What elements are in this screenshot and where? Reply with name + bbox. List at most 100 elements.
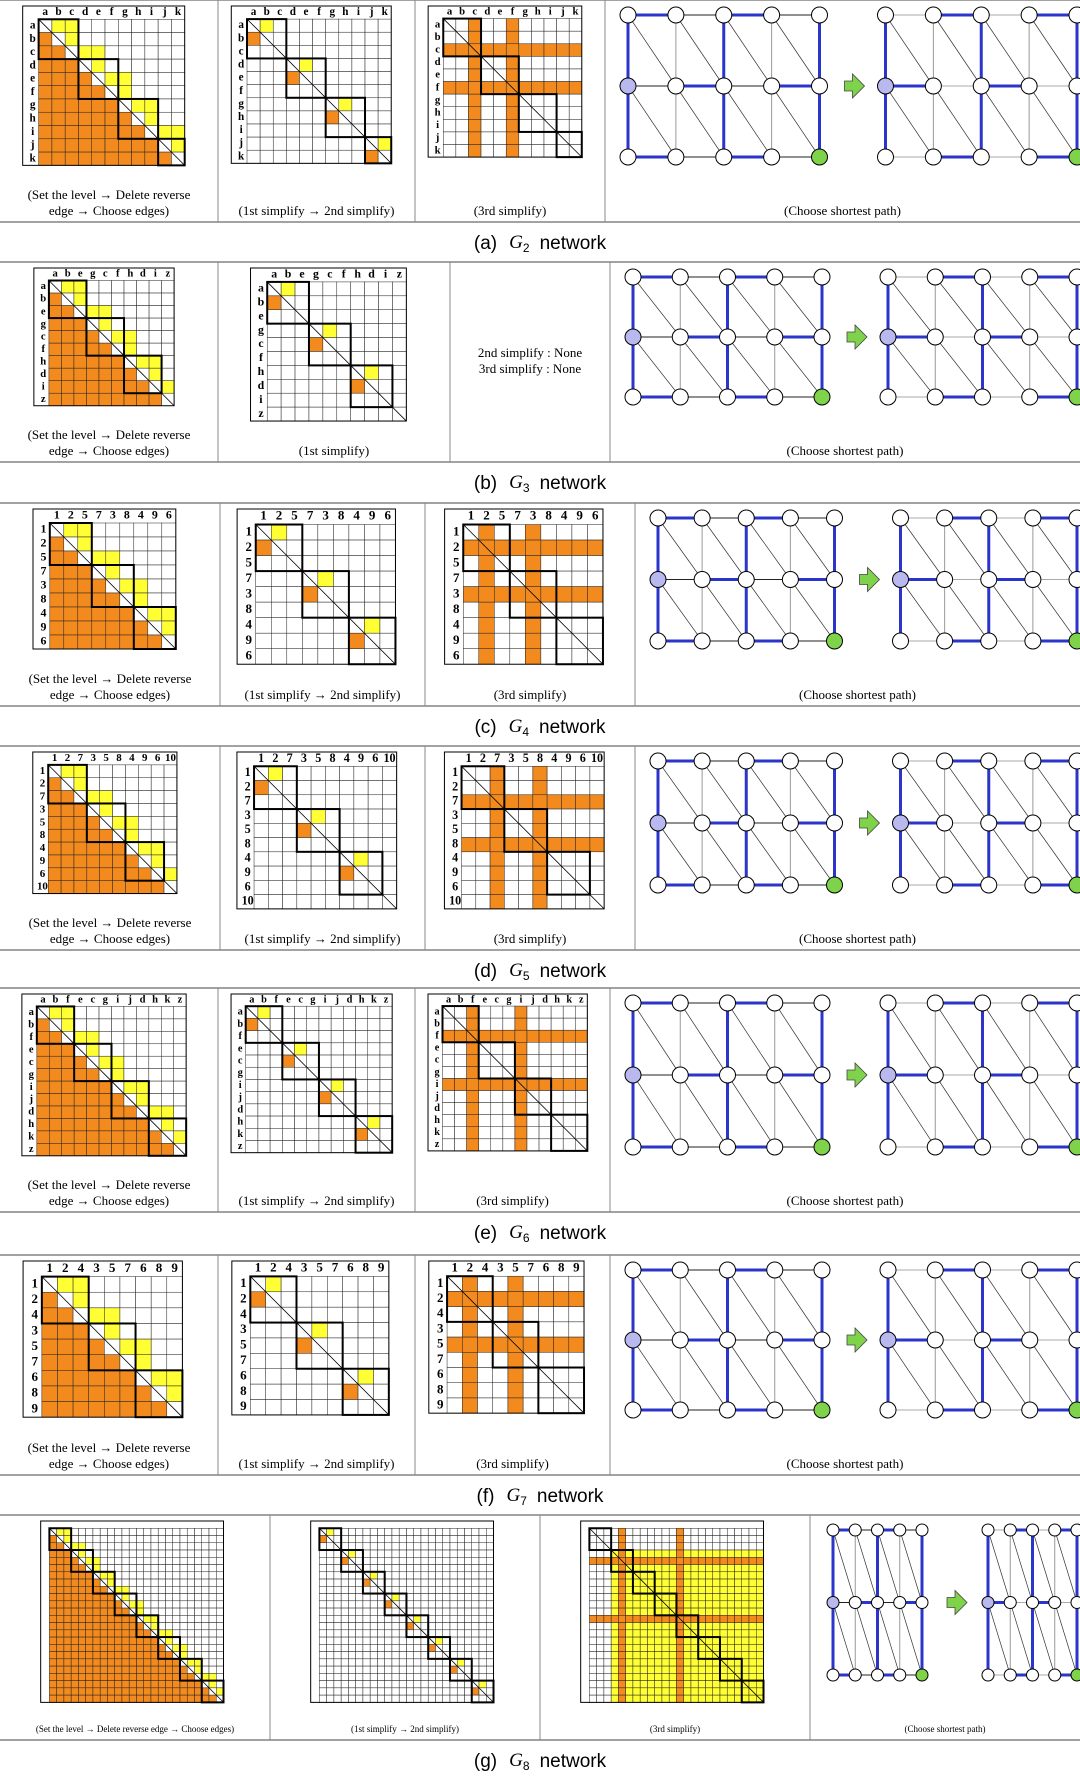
matrix-cell	[107, 1542, 115, 1551]
matrix-cell	[319, 1549, 327, 1558]
node	[936, 814, 954, 832]
matrix-cell	[150, 1291, 168, 1309]
matrix-cell	[351, 31, 366, 46]
matrix-cell	[118, 32, 132, 47]
matrix-cell	[173, 1031, 187, 1045]
matrix-cell	[435, 1636, 443, 1645]
matrix-cell	[86, 1118, 100, 1132]
matrix-cell	[382, 837, 397, 853]
matrix-cell	[136, 1143, 150, 1157]
matrix-cell	[413, 1571, 422, 1580]
matrix-cell	[562, 1029, 576, 1043]
edge	[632, 336, 681, 398]
matrix-cell	[726, 1542, 735, 1551]
matrix-cell	[456, 1557, 465, 1565]
matrix-cell	[319, 1557, 327, 1565]
matrix-cell	[603, 1673, 612, 1681]
diagonal	[49, 522, 177, 650]
matrix-cell	[522, 1306, 539, 1323]
matrix-cell	[136, 1644, 144, 1652]
column-label: 3	[497, 1260, 504, 1275]
matrix-cell	[756, 1658, 764, 1667]
matrix-cell	[625, 1607, 634, 1616]
matrix-cell	[123, 1068, 137, 1082]
matrix-cell	[464, 1578, 472, 1587]
matrix-cell	[92, 1600, 101, 1609]
node	[671, 1331, 689, 1349]
matrix-cell	[683, 1593, 692, 1602]
matrix-cell	[105, 634, 121, 650]
matrix-cell	[136, 1636, 144, 1645]
matrix-cell	[99, 1636, 108, 1645]
matrix-cell	[543, 43, 557, 57]
matrix-cell	[99, 841, 113, 856]
matrix-cell	[49, 1535, 57, 1544]
matrix-cell	[85, 1651, 94, 1660]
matrix-cell	[194, 1593, 202, 1602]
node	[1024, 571, 1042, 588]
matrix-cell	[216, 1680, 224, 1689]
matrix-cell	[179, 1687, 188, 1696]
matrix-cell	[610, 1658, 619, 1667]
edge	[887, 336, 936, 398]
matrix-cell	[201, 1622, 210, 1631]
column-label: h	[342, 6, 349, 18]
node	[649, 814, 667, 832]
matrix-cell	[179, 1644, 188, 1652]
matrix-cell	[668, 1636, 677, 1645]
diagonal	[266, 281, 407, 422]
matrix-cell	[147, 550, 163, 566]
matrix-cell	[51, 45, 66, 60]
node	[1024, 814, 1042, 832]
matrix-cell	[157, 98, 172, 113]
matrix-cell	[70, 1528, 79, 1536]
matrix-cell	[589, 823, 605, 838]
matrix-cell	[327, 1337, 343, 1354]
matrix-cell	[78, 1542, 86, 1551]
matrix-cell	[86, 841, 100, 856]
matrix-cell	[148, 330, 162, 344]
matrix-cell	[73, 330, 87, 344]
row-label: h	[28, 1119, 34, 1130]
matrix-cell	[38, 85, 53, 100]
matrix-cell	[86, 280, 100, 294]
matrix-cell	[464, 1687, 472, 1696]
caption-word: network	[537, 1486, 604, 1507]
matrix-cell	[456, 1658, 465, 1667]
matrix-cell	[741, 1535, 750, 1544]
matrix-cell	[756, 1542, 764, 1551]
edge	[745, 517, 791, 580]
matrix-cell	[98, 367, 112, 381]
matrix-cell	[118, 111, 132, 126]
matrix-cell	[317, 539, 334, 556]
matrix-cell	[61, 367, 75, 381]
matrix-cell	[468, 18, 482, 32]
matrix-cell	[112, 803, 126, 817]
matrix-cell	[435, 1571, 443, 1580]
matrix-cell	[99, 880, 113, 894]
matrix-cell	[56, 1571, 65, 1580]
matrix-cell	[661, 1651, 670, 1660]
matrix-cell	[518, 880, 534, 895]
matrix-cell	[143, 1535, 152, 1544]
matrix-cell	[340, 1542, 349, 1551]
matrix-cell	[647, 1607, 655, 1616]
matrix-cell	[64, 32, 79, 47]
matrix-cell	[353, 837, 369, 853]
row-label: e	[435, 1043, 440, 1054]
matrix-cell	[114, 1673, 123, 1681]
level-block	[37, 18, 80, 61]
matrix-cell	[150, 1338, 168, 1355]
node	[1070, 1668, 1080, 1682]
matrix-cell	[427, 1535, 436, 1544]
matrix-cell	[406, 1542, 414, 1551]
matrix-cell	[518, 894, 534, 910]
matrix-cell	[654, 1528, 663, 1536]
matrix-cell	[319, 1564, 327, 1573]
matrix-cell	[471, 1578, 480, 1587]
row-label: 4	[437, 1305, 444, 1320]
matrix-cell	[543, 106, 557, 120]
matrix-cell	[489, 808, 505, 824]
matrix-cell	[639, 1528, 648, 1536]
